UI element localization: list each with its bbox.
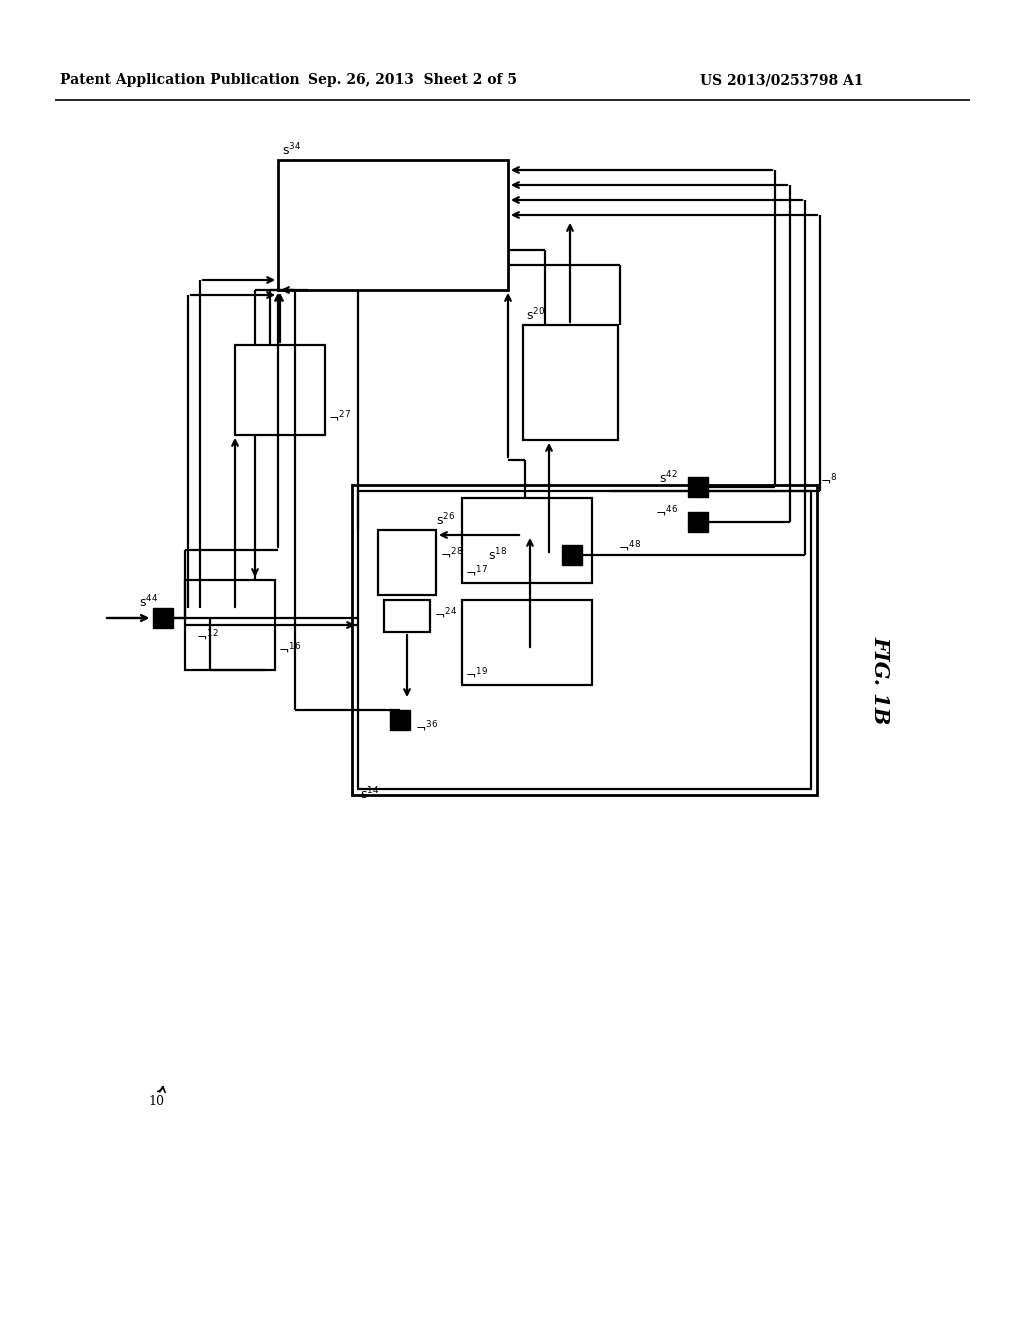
Bar bbox=[153, 609, 173, 628]
Bar bbox=[688, 477, 708, 498]
Text: $\mathsf{s}^{44}$: $\mathsf{s}^{44}$ bbox=[139, 594, 158, 610]
Text: $\mathsf{\neg}^{12}$: $\mathsf{\neg}^{12}$ bbox=[196, 630, 219, 644]
Bar bbox=[562, 545, 582, 565]
Text: $\mathsf{s}^{26}$: $\mathsf{s}^{26}$ bbox=[436, 511, 456, 528]
Bar bbox=[688, 512, 708, 532]
Text: $\mathsf{\neg}^{17}$: $\mathsf{\neg}^{17}$ bbox=[465, 566, 488, 579]
Text: $\mathsf{\neg}^{27}$: $\mathsf{\neg}^{27}$ bbox=[328, 412, 351, 425]
Bar bbox=[462, 601, 592, 685]
Bar bbox=[185, 579, 275, 671]
Text: $\mathsf{\neg}^{24}$: $\mathsf{\neg}^{24}$ bbox=[434, 609, 457, 622]
Text: $\mathsf{\neg}^{16}$: $\mathsf{\neg}^{16}$ bbox=[278, 643, 301, 657]
Text: $\mathsf{\neg}^{8}$: $\mathsf{\neg}^{8}$ bbox=[820, 474, 838, 488]
Text: $\mathsf{s}^{42}$: $\mathsf{s}^{42}$ bbox=[659, 470, 678, 486]
Text: $\mathsf{\neg}^{36}$: $\mathsf{\neg}^{36}$ bbox=[415, 721, 438, 735]
Text: $\mathsf{\neg}^{48}$: $\mathsf{\neg}^{48}$ bbox=[618, 541, 641, 554]
Text: Sep. 26, 2013  Sheet 2 of 5: Sep. 26, 2013 Sheet 2 of 5 bbox=[307, 73, 516, 87]
Text: $\mathsf{s}^{20}$: $\mathsf{s}^{20}$ bbox=[526, 306, 545, 323]
Bar bbox=[384, 601, 430, 632]
Bar bbox=[278, 160, 508, 290]
Text: US 2013/0253798 A1: US 2013/0253798 A1 bbox=[700, 73, 863, 87]
Text: $\mathsf{s}^{18}$: $\mathsf{s}^{18}$ bbox=[488, 546, 507, 564]
Bar bbox=[378, 531, 436, 595]
Text: $\mathsf{\neg}^{46}$: $\mathsf{\neg}^{46}$ bbox=[654, 507, 678, 520]
Text: $\mathsf{\neg}^{28}$: $\mathsf{\neg}^{28}$ bbox=[440, 548, 463, 562]
Text: $\mathsf{s}^{14}$: $\mathsf{s}^{14}$ bbox=[360, 785, 379, 803]
Bar bbox=[234, 345, 325, 436]
Bar bbox=[462, 498, 592, 583]
Text: FIG. 1B: FIG. 1B bbox=[870, 636, 890, 725]
Bar bbox=[523, 325, 618, 440]
Bar bbox=[358, 491, 811, 789]
Bar bbox=[352, 484, 817, 795]
Text: 10: 10 bbox=[148, 1096, 164, 1107]
Text: $\mathsf{s}^{34}$: $\mathsf{s}^{34}$ bbox=[282, 141, 301, 158]
Bar bbox=[390, 710, 410, 730]
Text: Patent Application Publication: Patent Application Publication bbox=[60, 73, 300, 87]
Text: $\mathsf{\neg}^{19}$: $\mathsf{\neg}^{19}$ bbox=[465, 668, 488, 682]
